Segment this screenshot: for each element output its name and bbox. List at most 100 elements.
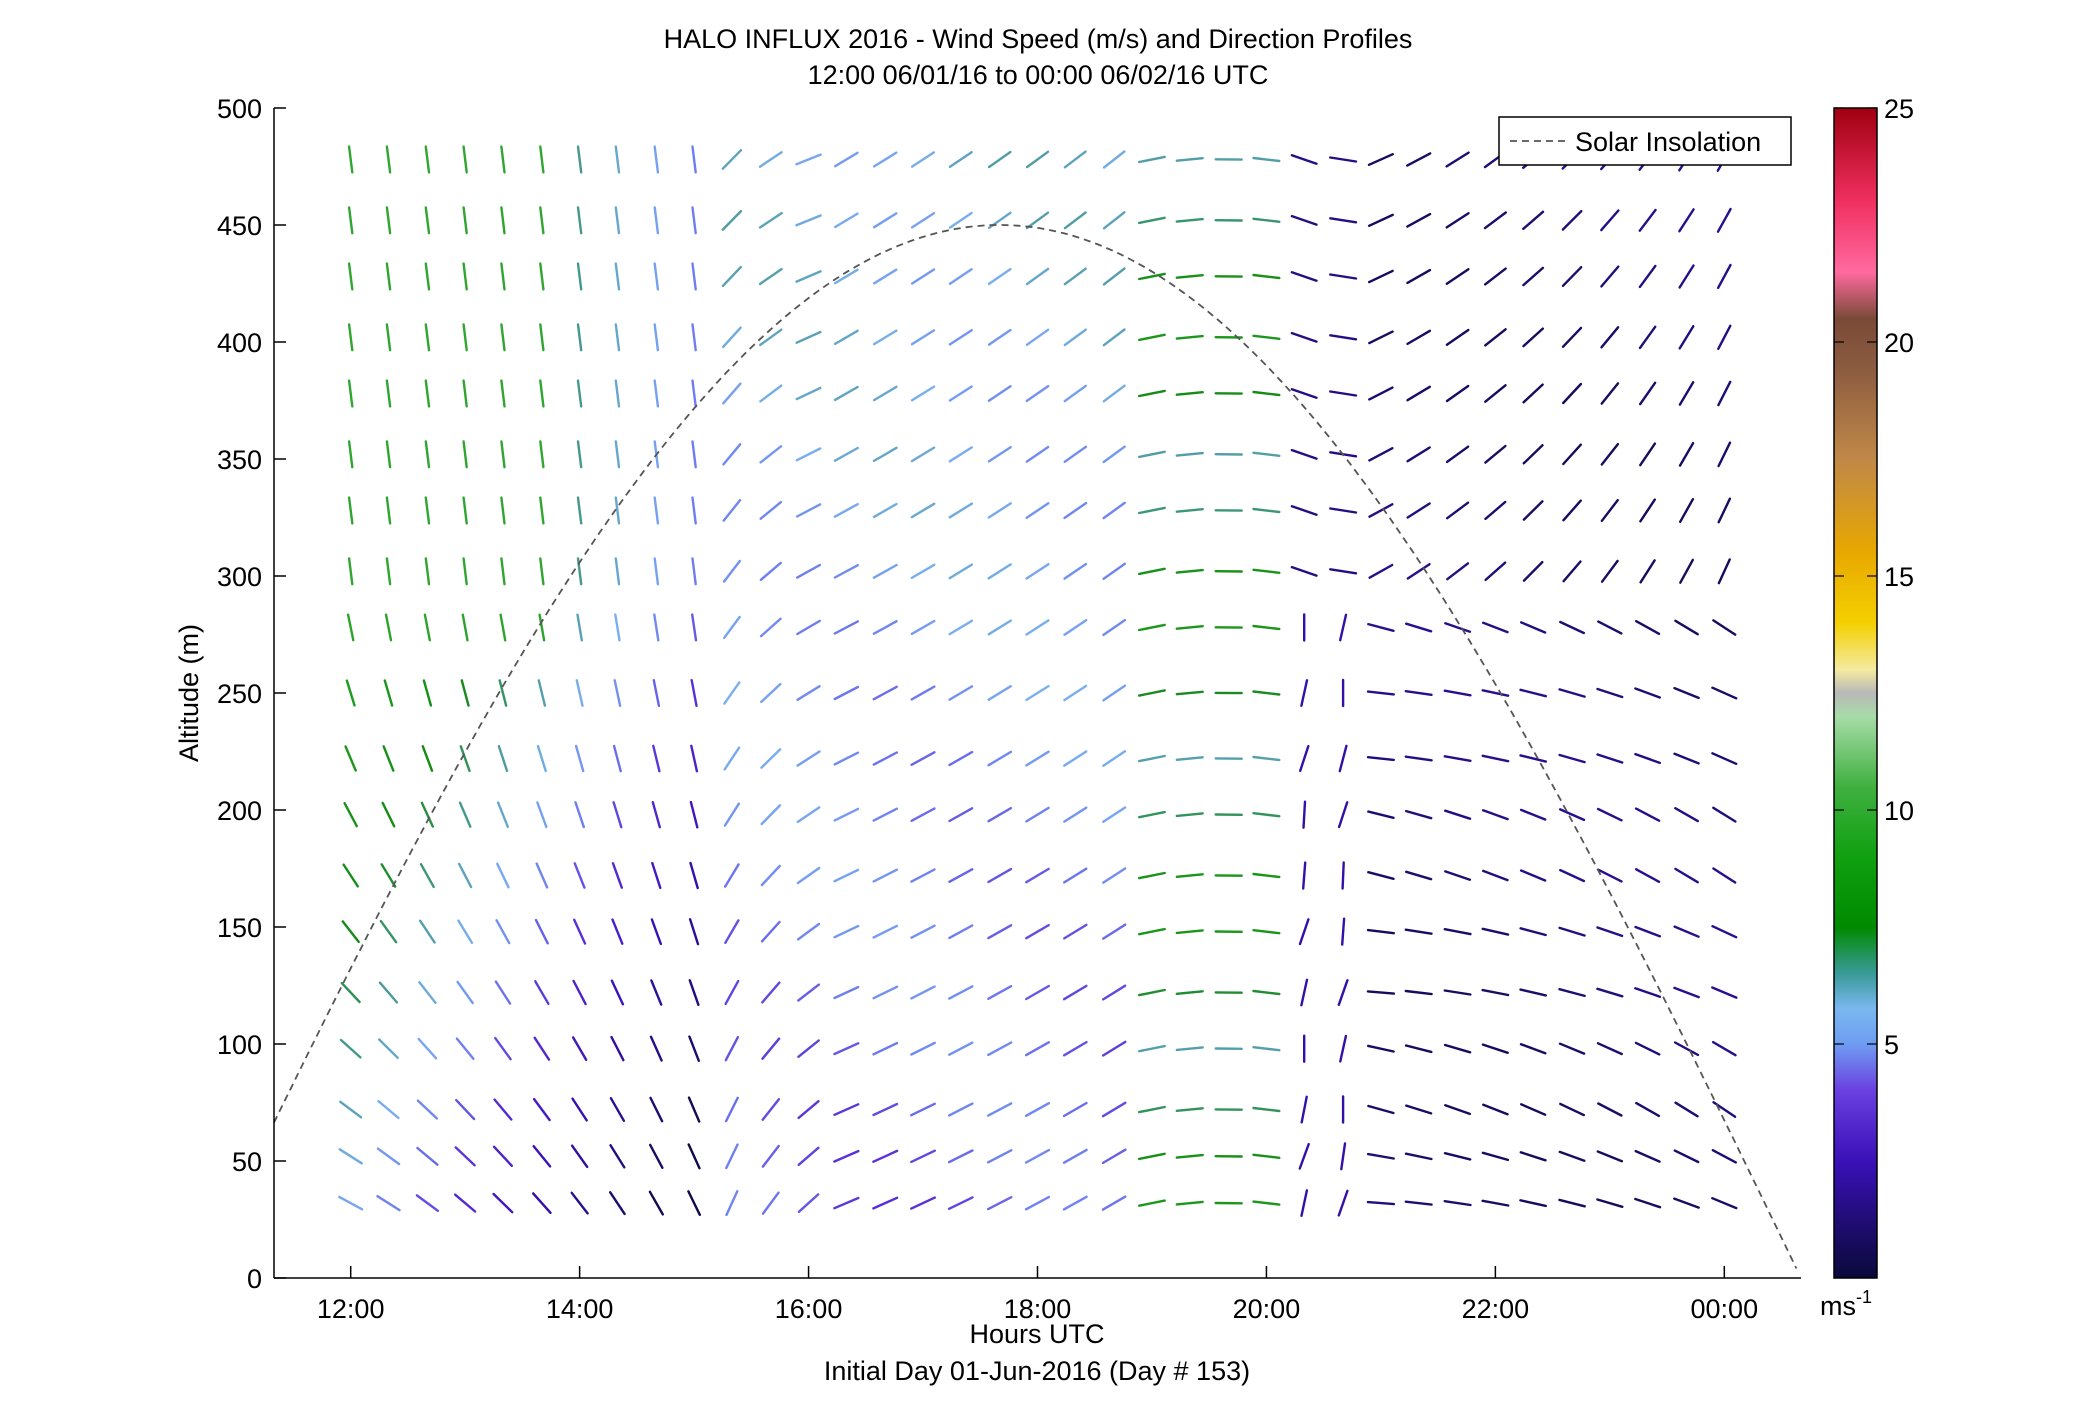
wind-arrow [653,206,660,235]
wind-arrow [724,979,740,1006]
wind-arrow [614,379,621,408]
wind-arrow [1673,752,1700,765]
wind-arrow [653,379,660,408]
wind-arrow [834,268,859,285]
wind-arrow [721,148,743,170]
wind-arrow [723,615,741,640]
wind-arrow [500,262,506,291]
wind-arrow [1558,1042,1586,1055]
wind-arrow [1101,1148,1127,1165]
wind-arrow [1137,988,1166,997]
x-tick-label: 12:00 [317,1294,385,1324]
wind-arrow [724,1096,739,1123]
wind-arrow [1102,267,1126,286]
wind-arrow [1367,269,1394,284]
wind-arrow [1290,271,1318,282]
wind-arrow [576,206,583,235]
wind-arrow [1252,451,1281,457]
wind-arrow [1405,1104,1433,1115]
chart-subtitle: 12:00 06/01/16 to 00:00 06/02/16 UTC [808,60,1269,90]
wind-arrow [1024,1148,1051,1164]
wind-arrow [948,750,974,767]
wind-arrow [1522,500,1544,521]
wind-arrow [796,866,821,885]
wind-arrow [1175,929,1204,935]
wind-arrow [1062,984,1088,1001]
wind-arrow [834,212,859,229]
y-tick-label: 300 [217,562,262,592]
wind-arrow [1102,328,1126,347]
wind-arrow [833,1196,860,1210]
wind-arrow [1063,806,1088,823]
colorbar-unit-exp: -1 [1856,1287,1872,1307]
legend: Solar Insolation [1498,116,1792,166]
wind-arrow [1298,745,1310,773]
wind-arrow [455,1037,475,1061]
wind-arrow [1597,620,1623,635]
wind-arrow [1337,1189,1349,1217]
wind-arrow [1596,1150,1624,1163]
wind-arrow [609,1096,626,1123]
wind-arrow [1522,444,1544,465]
wind-arrow [1290,448,1318,460]
wind-arrow [1252,690,1281,696]
wind-arrow [533,1036,551,1061]
wind-arrow [1519,988,1548,997]
wind-arrow [1102,445,1126,464]
y-tick-label: 150 [217,913,262,943]
wind-arrow [910,563,936,580]
wind-arrow [1519,1042,1547,1055]
wind-arrow [1137,216,1166,225]
wind-arrow [420,801,434,828]
wind-arrow [1366,928,1396,935]
wind-arrow [761,1098,781,1121]
wind-arrow [1444,622,1472,633]
wind-arrow [539,557,545,586]
wind-arrow [1404,1200,1433,1206]
wind-arrow [614,613,621,642]
wind-arrow [1366,990,1396,995]
wind-arrow [1712,806,1737,823]
wind-arrow [833,329,859,346]
wind-arrow [1717,558,1731,585]
wind-arrow [987,1195,1013,1211]
wind-arrow [385,145,392,174]
wind-arrow [653,613,660,642]
wind-arrow [796,922,821,941]
wind-arrow [688,1035,700,1063]
wind-arrow [987,385,1012,402]
wind-arrow [1367,1104,1395,1115]
wind-arrow [1443,809,1472,820]
wind-arrow [1559,1102,1586,1117]
wind-arrow [1481,809,1509,821]
wind-arrow [724,1035,740,1062]
wind-arrow [872,329,898,346]
wind-arrow [417,1037,438,1060]
wind-arrow [343,802,358,828]
wind-arrow [1101,1040,1127,1057]
wind-arrow [1596,868,1623,883]
wind-arrow [1444,1103,1472,1116]
wind-arrow [419,863,435,889]
wind-arrow [1634,987,1662,998]
wind-arrow [1484,561,1507,582]
wind-arrow [833,503,859,518]
wind-arrow [872,1041,899,1056]
wind-arrow [1404,989,1433,996]
wind-arrow [347,323,354,352]
wind-arrow [948,385,973,402]
wind-arrow [1252,624,1281,631]
wind-arrow [422,679,433,707]
wind-arrow [614,440,621,469]
wind-arrow [796,619,821,636]
wind-arrow [1482,1103,1509,1116]
wind-arrow [1674,807,1700,823]
wind-arrow [872,446,898,463]
wind-arrow [1716,263,1732,290]
wind-arrow [723,802,741,827]
wind-arrow [611,918,624,945]
wind-arrow [1519,808,1547,821]
wind-arrow [872,685,898,701]
wind-arrow [948,985,974,1000]
wind-arrow [1406,563,1431,580]
